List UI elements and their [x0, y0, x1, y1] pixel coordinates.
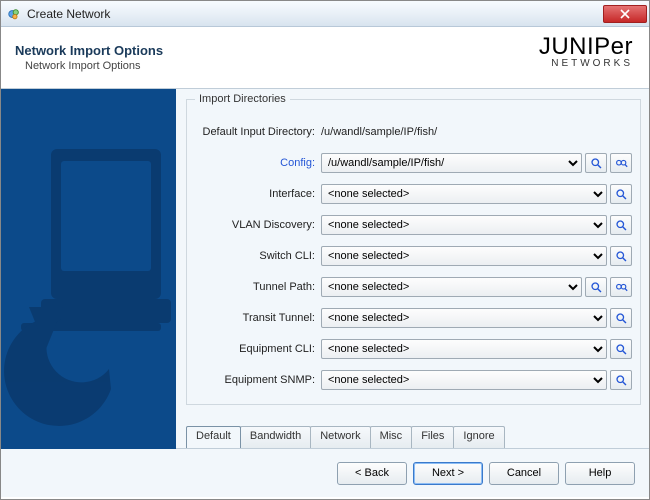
back-button[interactable]: < Back — [337, 462, 407, 485]
field-label: Transit Tunnel: — [195, 312, 321, 324]
field-select[interactable]: <none selected> — [321, 370, 607, 390]
browse-icon[interactable] — [585, 153, 607, 173]
app-icon — [7, 7, 21, 21]
field-row: Switch CLI:<none selected> — [195, 244, 632, 268]
browse-icon[interactable] — [610, 308, 632, 328]
field-row: Config:/u/wandl/sample/IP/fish/ — [195, 151, 632, 175]
brand-main: JUNIPer — [539, 33, 633, 61]
default-input-directory-value: /u/wandl/sample/IP/fish/ — [321, 126, 437, 138]
import-directories-group: Import Directories Default Input Directo… — [186, 99, 641, 405]
main-panel: Import Directories Default Input Directo… — [176, 89, 649, 448]
page-subtitle: Network Import Options — [15, 60, 163, 72]
field-row: Interface:<none selected> — [195, 182, 632, 206]
field-row: VLAN Discovery:<none selected> — [195, 213, 632, 237]
field-label: Equipment CLI: — [195, 343, 321, 355]
next-button[interactable]: Next > — [413, 462, 483, 485]
field-label: Interface: — [195, 188, 321, 200]
close-button[interactable] — [603, 5, 647, 23]
wizard-header: Network Import Options Network Import Op… — [1, 27, 649, 89]
field-select[interactable]: /u/wandl/sample/IP/fish/ — [321, 153, 582, 173]
field-label: VLAN Discovery: — [195, 219, 321, 231]
field-label: Equipment SNMP: — [195, 374, 321, 386]
field-select[interactable]: <none selected> — [321, 277, 582, 297]
groupbox-legend: Import Directories — [195, 93, 290, 105]
field-label: Config: — [195, 157, 321, 169]
default-input-directory-label: Default Input Directory: — [195, 126, 321, 138]
help-button[interactable]: Help — [565, 462, 635, 485]
field-row: Transit Tunnel:<none selected> — [195, 306, 632, 330]
page-title: Network Import Options — [15, 43, 163, 58]
multi-browse-icon[interactable] — [610, 153, 632, 173]
titlebar: Create Network — [1, 1, 649, 27]
tab-bandwidth[interactable]: Bandwidth — [240, 426, 311, 448]
tab-files[interactable]: Files — [411, 426, 454, 448]
field-row: Tunnel Path:<none selected> — [195, 275, 632, 299]
field-select[interactable]: <none selected> — [321, 246, 607, 266]
browse-icon[interactable] — [610, 184, 632, 204]
window-title: Create Network — [27, 7, 603, 21]
tab-ignore[interactable]: Ignore — [453, 426, 504, 448]
field-row: Equipment CLI:<none selected> — [195, 337, 632, 361]
browse-icon[interactable] — [610, 215, 632, 235]
sidebar-graphic — [1, 89, 176, 448]
header-text: Network Import Options Network Import Op… — [15, 43, 163, 72]
field-select[interactable]: <none selected> — [321, 339, 607, 359]
field-select[interactable]: <none selected> — [321, 308, 607, 328]
tabs: DefaultBandwidthNetworkMiscFilesIgnore — [186, 426, 504, 448]
tab-misc[interactable]: Misc — [370, 426, 413, 448]
field-select[interactable]: <none selected> — [321, 215, 607, 235]
wizard-footer: < Back Next > Cancel Help — [1, 449, 649, 497]
browse-icon[interactable] — [610, 339, 632, 359]
tab-network[interactable]: Network — [310, 426, 370, 448]
field-row: Equipment SNMP:<none selected> — [195, 368, 632, 392]
field-select[interactable]: <none selected> — [321, 184, 607, 204]
brand-logo: JUNIPer NETWORKS — [539, 33, 633, 69]
browse-icon[interactable] — [610, 370, 632, 390]
browse-icon[interactable] — [585, 277, 607, 297]
multi-browse-icon[interactable] — [610, 277, 632, 297]
wizard-body: Import Directories Default Input Directo… — [1, 89, 649, 449]
field-label: Tunnel Path: — [195, 281, 321, 293]
default-input-directory-row: Default Input Directory: /u/wandl/sample… — [195, 120, 632, 144]
brand-sub: NETWORKS — [539, 58, 633, 69]
cancel-button[interactable]: Cancel — [489, 462, 559, 485]
tab-default[interactable]: Default — [186, 426, 241, 448]
field-label: Switch CLI: — [195, 250, 321, 262]
browse-icon[interactable] — [610, 246, 632, 266]
